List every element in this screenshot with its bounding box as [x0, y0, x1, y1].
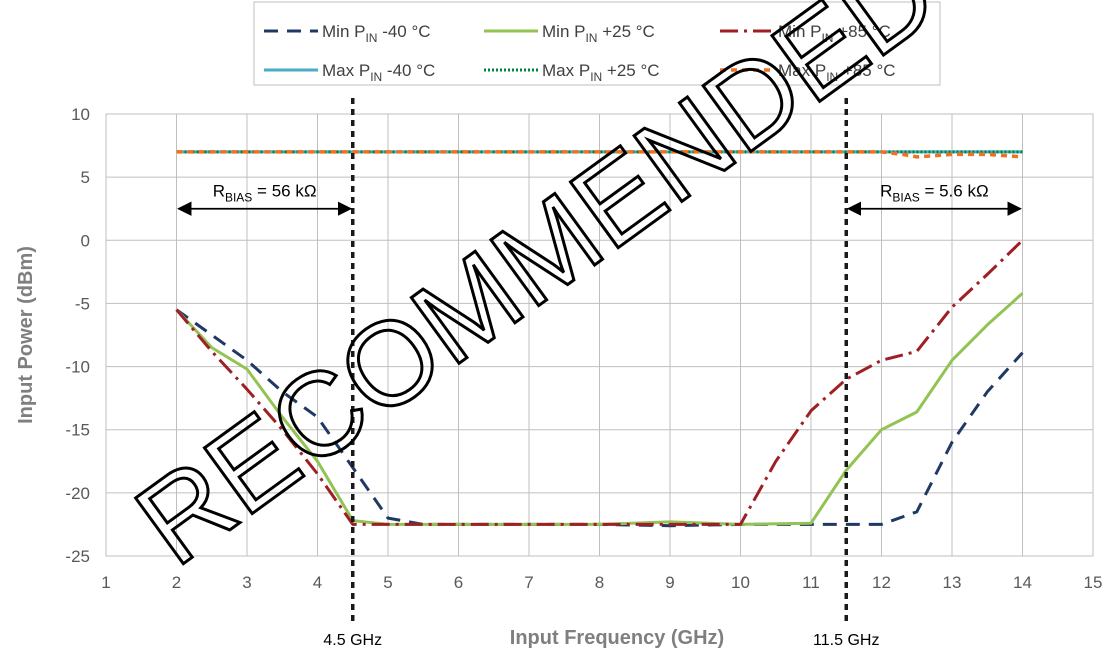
x-tick-label: 9 — [665, 573, 674, 592]
x-tick-label: 12 — [872, 573, 891, 592]
x-tick-label: 13 — [943, 573, 962, 592]
bias-label: RBIAS = 5.6 kΩ — [880, 182, 989, 205]
series-lines — [175, 150, 1024, 528]
x-tick-label: 1 — [101, 573, 110, 592]
watermark-text: RECOMMENDED — [113, 0, 960, 590]
bias-label: RBIAS = 56 kΩ — [213, 182, 317, 205]
y-tick-label: 5 — [81, 168, 90, 187]
x-tick-label: 7 — [524, 573, 533, 592]
legend-entry: Max PIN +25 °C — [542, 61, 660, 84]
x-tick-label: 6 — [454, 573, 463, 592]
series-line — [175, 239, 1024, 526]
x-tick-label: 3 — [242, 573, 251, 592]
legend: Min PIN -40 °C Min PIN +25 °C Min PIN +85 … — [253, 1, 941, 86]
plot-frame — [105, 113, 1094, 557]
x-tick-label: 5 — [383, 573, 392, 592]
legend-entry: Min PIN +25 °C — [542, 22, 655, 45]
legend-entry: Max PIN +85 °C — [778, 61, 896, 84]
x-tick-label: 15 — [1084, 573, 1103, 592]
vertical-marker-label: 4.5 GHz — [323, 632, 382, 649]
y-tick-label: -15 — [65, 421, 90, 440]
series-line — [176, 150, 1023, 159]
y-tick-label: -20 — [65, 484, 90, 503]
y-tick-label: -10 — [65, 358, 90, 377]
legend-entry: Min PIN +85 °C — [778, 22, 891, 45]
y-tick-label: 10 — [71, 105, 90, 124]
x-tick-label: 8 — [595, 573, 604, 592]
x-tick-label: 14 — [1013, 573, 1032, 592]
x-tick-labels: 1 2 3 4 5 6 7 8 9 10 11 12 13 14 15 — [101, 573, 1102, 592]
y-tick-label: -5 — [75, 294, 90, 313]
series-line — [175, 308, 1024, 528]
x-tick-label: 10 — [731, 573, 750, 592]
x-axis-title: Input Frequency (GHz) — [510, 627, 724, 649]
bias-annotations: RBIAS = 56 kΩ RBIAS = 5.6 kΩ — [177, 182, 1022, 216]
vertical-markers: 4.5 GHz 11.5 GHz — [323, 98, 879, 649]
y-tick-labels: 10 5 0 -5 -10 -15 -20 -25 — [65, 105, 90, 566]
legend-entry: Min PIN -40 °C — [322, 22, 431, 45]
y-axis-title: Input Power (dBm) — [15, 246, 37, 424]
x-tick-label: 11 — [802, 573, 820, 592]
vertical-marker-label: 11.5 GHz — [813, 632, 879, 649]
legend-entry: Max PIN -40 °C — [322, 61, 435, 84]
y-tick-label: 0 — [81, 231, 90, 250]
series-line — [175, 292, 1024, 526]
x-tick-label: 2 — [172, 573, 181, 592]
y-tick-label: -25 — [65, 547, 90, 566]
x-tick-label: 4 — [313, 573, 322, 592]
legend-box — [253, 1, 941, 86]
